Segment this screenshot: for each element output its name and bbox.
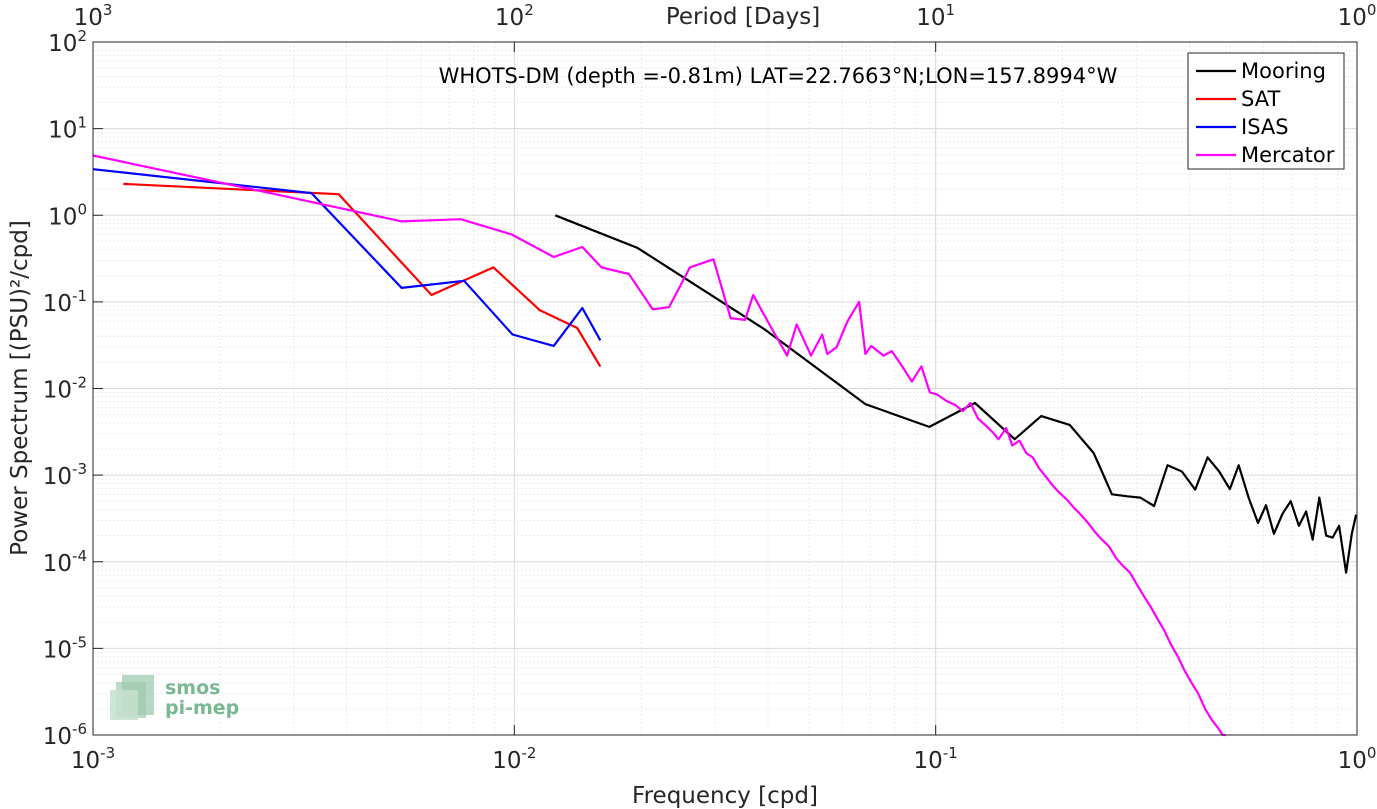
legend-label-mooring: Mooring — [1241, 59, 1326, 83]
logo-text-pimep: pi-mep — [165, 697, 239, 719]
top-x-tick-label: 101 — [916, 1, 955, 31]
logo-mark-front — [110, 690, 138, 720]
legend-label-sat: SAT — [1241, 87, 1280, 111]
y-tick-label: 10-1 — [43, 287, 87, 317]
grid — [92, 42, 1357, 735]
legend-box — [1187, 52, 1345, 170]
y-tick-label: 10-2 — [43, 374, 87, 404]
legend-label-mercator: Mercator — [1241, 143, 1335, 167]
y-tick-label: 101 — [48, 114, 87, 144]
tick-marks — [92, 41, 1358, 736]
top-x-tick-label: 100 — [1338, 1, 1377, 31]
y-tick-label: 102 — [48, 27, 87, 57]
y-tick-label: 10-5 — [43, 633, 87, 663]
legend: Mooring SAT ISAS Mercator — [1187, 52, 1345, 170]
chart-title: WHOTS-DM (depth =-0.81m) LAT=22.7663°N;L… — [439, 64, 1118, 88]
top-x-tick-label: 103 — [74, 1, 113, 31]
y-tick-label: 10-6 — [43, 720, 87, 750]
series-line-mooring — [554, 214, 1358, 574]
y-tick-label: 10-4 — [43, 547, 87, 577]
x-tick-label: 100 — [1338, 744, 1377, 774]
smos-pimep-logo: smos pi-mep — [110, 675, 239, 720]
series-group — [92, 154, 1358, 737]
series-line-isas — [92, 168, 602, 347]
x-tick-label: 10-3 — [71, 744, 115, 774]
logo-text-smos: smos — [165, 677, 220, 699]
y-tick-label: 10-3 — [43, 460, 87, 490]
top-x-tick-label: 102 — [495, 1, 534, 31]
legend-label-isas: ISAS — [1241, 115, 1289, 139]
x-axis-title: Frequency [cpd] — [632, 783, 818, 809]
x-tick-label: 10-1 — [914, 744, 958, 774]
series-line-mercator — [92, 154, 1226, 737]
y-tick-label: 100 — [48, 200, 87, 230]
top-x-axis-title: Period [Days] — [666, 4, 820, 30]
series-line-sat — [123, 182, 602, 367]
y-axis-title: Power Spectrum [(PSU)²/cpd] — [7, 220, 33, 556]
x-tick-label: 10-2 — [492, 744, 536, 774]
